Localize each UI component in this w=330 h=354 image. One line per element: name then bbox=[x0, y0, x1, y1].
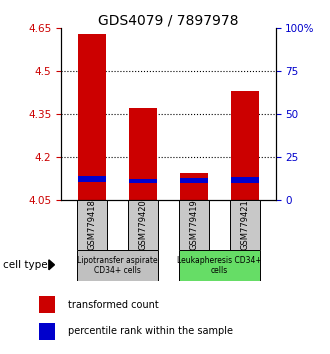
Text: percentile rank within the sample: percentile rank within the sample bbox=[68, 326, 233, 336]
Bar bbox=[77, 200, 107, 250]
Bar bbox=[179, 200, 209, 250]
Text: cell type: cell type bbox=[3, 260, 48, 270]
Bar bbox=[39, 296, 55, 313]
Text: GSM779421: GSM779421 bbox=[241, 199, 249, 250]
Bar bbox=[180, 178, 208, 183]
Bar bbox=[129, 108, 157, 200]
Bar bbox=[39, 323, 55, 339]
Text: transformed count: transformed count bbox=[68, 300, 159, 310]
Text: GSM779418: GSM779418 bbox=[87, 199, 96, 250]
Bar bbox=[230, 200, 260, 250]
Bar bbox=[231, 177, 259, 183]
Text: Lipotransfer aspirate
CD34+ cells: Lipotransfer aspirate CD34+ cells bbox=[77, 256, 157, 275]
Text: GSM779419: GSM779419 bbox=[189, 199, 198, 250]
Bar bbox=[179, 250, 260, 281]
Bar bbox=[77, 250, 158, 281]
Bar bbox=[129, 178, 157, 183]
Bar bbox=[180, 173, 208, 200]
Text: Leukapheresis CD34+
cells: Leukapheresis CD34+ cells bbox=[177, 256, 262, 275]
Text: GSM779420: GSM779420 bbox=[138, 199, 147, 250]
Bar bbox=[78, 176, 106, 182]
Bar bbox=[231, 91, 259, 200]
Bar bbox=[128, 200, 158, 250]
Title: GDS4079 / 7897978: GDS4079 / 7897978 bbox=[98, 13, 239, 27]
Bar bbox=[78, 34, 106, 200]
